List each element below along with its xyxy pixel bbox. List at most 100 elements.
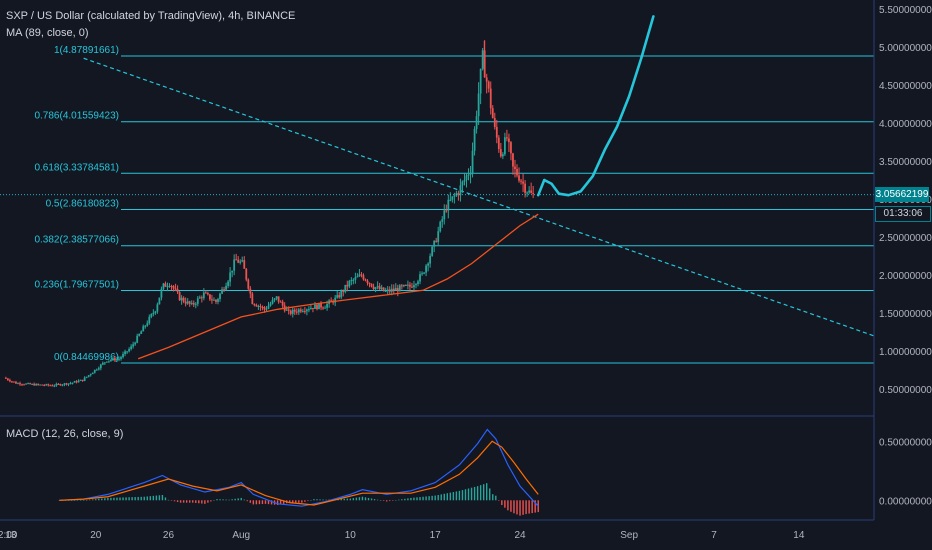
candle-body [477, 93, 480, 117]
macd-histogram-bar [513, 500, 515, 514]
macd-histogram-bar [85, 499, 88, 501]
price-pane[interactable]: 1(4.87891661) 0.786(4.01559423) 0.618(3.33… [0, 15, 875, 388]
candle-body [520, 180, 522, 182]
candle-body [69, 383, 72, 385]
price-axis-tick-label: 2.50000000 [879, 233, 932, 244]
macd-histogram-bar [107, 497, 109, 501]
candle-body [132, 344, 135, 347]
time-axis-tick-label: 7 [711, 530, 717, 541]
candle-body [330, 300, 333, 302]
macd-histogram-bar [198, 500, 200, 504]
candle-body [249, 288, 252, 294]
macd-histogram-bar [404, 498, 406, 501]
macd-histogram-bar [525, 500, 527, 515]
macd-histogram-bar [516, 500, 518, 515]
macd-histogram-bar [322, 499, 324, 501]
candle-body [21, 384, 23, 386]
candle-body [506, 137, 508, 139]
price-axis[interactable]: 5.50000000 5.00000000 4.50000000 4.00000000… [879, 5, 932, 396]
candle-body [310, 307, 312, 310]
fib-level-label: 0(0.84469986) [54, 352, 119, 363]
candle-body [89, 374, 92, 376]
bar-countdown-timer: 01:33:06 [875, 206, 931, 222]
candle-body [160, 288, 163, 298]
macd-histogram-bar [416, 497, 418, 501]
time-axis-tick-label: 13 [5, 530, 17, 541]
macd-histogram-bar [225, 499, 227, 501]
candle-body [95, 369, 98, 371]
macd-histogram-bar [161, 494, 164, 501]
projection-path[interactable] [536, 15, 655, 197]
candle-body [237, 259, 240, 263]
candle-body [427, 263, 430, 266]
macd-histogram-bar [346, 498, 348, 501]
candle-body [150, 313, 153, 317]
candle-body [261, 306, 264, 308]
candle-body [372, 286, 375, 290]
fibonacci-retracement[interactable]: 1(4.87891661) 0.786(4.01559423) 0.618(3.33… [34, 45, 874, 364]
macd-histogram-bar [179, 500, 182, 503]
candle-body [251, 293, 254, 305]
macd-histogram-bar [128, 497, 130, 501]
candle-body [508, 138, 510, 143]
candle-body [398, 285, 401, 292]
macd-indicator-label[interactable]: MACD (12, 26, close, 9) [6, 428, 124, 440]
candle-body [382, 287, 385, 292]
candle-body [516, 169, 518, 176]
macd-histogram-bar [492, 494, 494, 501]
candle-body [338, 295, 341, 298]
macd-pane[interactable] [58, 428, 539, 516]
macd-histogram-bar [373, 499, 376, 501]
fib-level-label: 0.618(3.33784581) [34, 162, 119, 173]
candle-body [103, 362, 106, 364]
candle-body [122, 354, 124, 358]
candle-body [487, 81, 490, 89]
candle-body [267, 305, 270, 309]
fib-level-label: 0.236(1.79677501) [34, 280, 119, 291]
candle-body [532, 192, 535, 194]
candle-body [217, 299, 219, 302]
macd-histogram-bar [249, 500, 252, 503]
candle-body [320, 303, 322, 308]
candle-body [293, 309, 296, 312]
candle-body [348, 280, 351, 287]
macd-histogram-bar [355, 497, 358, 501]
candle-body [190, 302, 193, 304]
candle-body [110, 359, 112, 361]
candle-body [289, 310, 292, 314]
macd-histogram-bar [292, 500, 294, 503]
candle-body [259, 305, 262, 307]
candle-body [425, 265, 427, 273]
macd-histogram-bar [382, 500, 385, 501]
price-axis-tick-label: 4.00000000 [879, 119, 932, 130]
time-axis-tick-label: Sep [620, 530, 638, 541]
candle-body [263, 307, 266, 310]
macd-histogram-bar [267, 500, 270, 505]
macd-histogram-bar [173, 500, 176, 502]
candle-body [81, 379, 84, 381]
macd-histogram-bar [146, 496, 148, 501]
candle-body [33, 383, 36, 386]
macd-histogram-bar [422, 496, 424, 501]
candle-body [356, 276, 359, 278]
candle-body [198, 297, 201, 299]
macd-histogram-bar [195, 500, 197, 503]
macd-histogram-bar [434, 495, 436, 501]
macd-axis[interactable]: 0.50000000 0.00000000 [879, 437, 932, 507]
candle-body [384, 290, 387, 292]
macd-histogram-bar [301, 500, 303, 503]
candle-body [445, 210, 448, 212]
candle-body [501, 154, 504, 157]
candle-body [524, 183, 526, 193]
macd-histogram-bar [176, 500, 179, 502]
candle-body [164, 283, 167, 287]
candle-body [352, 279, 355, 281]
candle-body [116, 359, 118, 361]
ma-indicator-label[interactable]: MA (89, close, 0) [6, 27, 89, 39]
macd-histogram-bar [101, 498, 103, 501]
fib-level-label: 1(4.87891661) [54, 45, 119, 56]
candle-body [326, 303, 328, 308]
